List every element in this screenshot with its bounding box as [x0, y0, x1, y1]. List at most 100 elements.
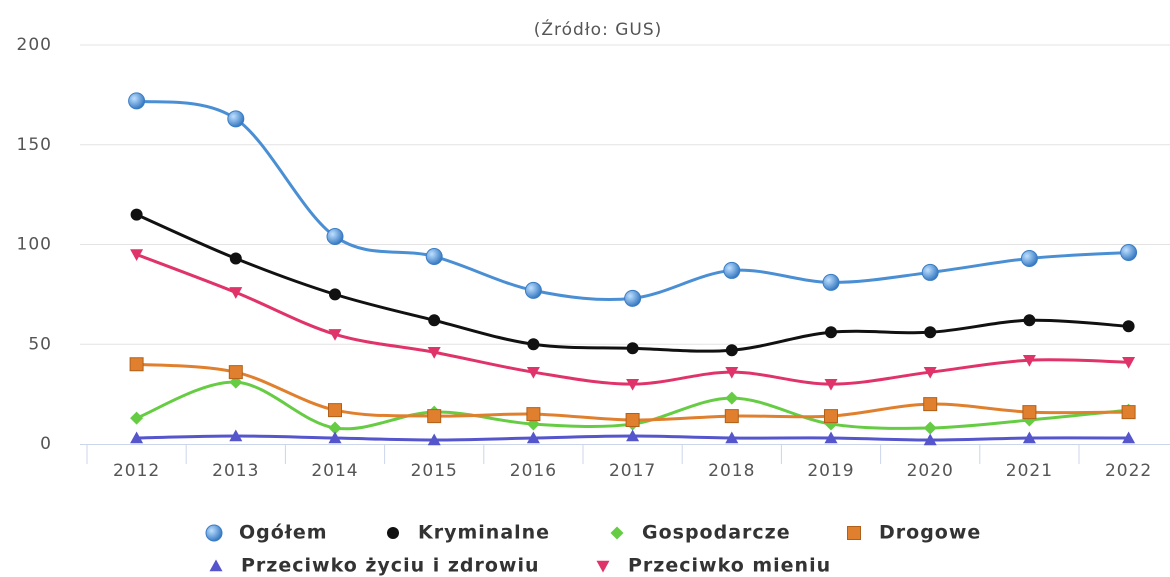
marker: [130, 249, 144, 261]
marker: [205, 524, 223, 542]
marker: [1022, 405, 1037, 420]
y-tick-label: 50: [28, 334, 52, 354]
marker: [725, 366, 739, 379]
marker: [130, 431, 144, 444]
legend-item: Kryminalne: [387, 522, 550, 544]
marker: [328, 403, 342, 418]
marker: [825, 326, 837, 339]
series-line: [136, 99, 1129, 301]
marker: [1122, 320, 1135, 333]
marker: [822, 273, 840, 291]
marker: [923, 397, 938, 412]
y-tick-label: 150: [17, 135, 52, 155]
marker: [229, 429, 243, 442]
marker: [209, 559, 223, 572]
x-tick-label: 2022: [1105, 461, 1152, 481]
legend-label: Gospodarcze: [642, 522, 791, 544]
marker: [610, 526, 624, 540]
legend-item: Przeciwko mieniu: [596, 555, 831, 577]
marker: [596, 560, 610, 573]
marker: [624, 289, 642, 307]
legend-label: Ogółem: [239, 522, 328, 544]
legend-label: Kryminalne: [418, 522, 550, 544]
x-tick-label: 2016: [510, 461, 557, 481]
marker: [824, 409, 838, 424]
marker: [725, 391, 739, 405]
marker: [626, 342, 639, 355]
marker: [1022, 355, 1036, 367]
x-tick-label: 2017: [609, 461, 656, 481]
marker: [229, 252, 242, 265]
marker: [923, 433, 937, 446]
marker: [128, 92, 146, 110]
marker: [1023, 314, 1036, 327]
marker: [425, 247, 443, 265]
marker: [923, 421, 937, 435]
marker: [1120, 243, 1138, 261]
marker: [1122, 357, 1136, 369]
marker: [924, 326, 937, 339]
marker: [923, 366, 937, 379]
marker: [626, 378, 640, 391]
marker: [847, 526, 861, 540]
x-tick-label: 2015: [411, 461, 458, 481]
marker: [921, 263, 939, 281]
y-tick-label: 100: [17, 235, 52, 255]
marker: [129, 357, 144, 372]
x-tick-label: 2014: [311, 461, 358, 481]
marker: [626, 429, 640, 442]
marker: [1020, 249, 1038, 267]
marker: [427, 347, 441, 359]
marker: [524, 281, 542, 299]
series-line: [136, 253, 1129, 386]
legend-item: Drogowe: [847, 522, 981, 544]
legend-label: Przeciwko życiu i zdrowiu: [241, 555, 540, 577]
x-tick-label: 2020: [907, 461, 954, 481]
marker: [326, 228, 344, 246]
marker: [229, 287, 243, 299]
legend-item: Przeciwko życiu i zdrowiu: [209, 555, 540, 577]
series-line: [135, 213, 1129, 353]
marker: [130, 411, 144, 425]
marker: [1022, 431, 1036, 444]
marker: [526, 431, 540, 444]
marker: [130, 208, 143, 221]
legend-item: Gospodarcze: [610, 522, 791, 544]
marker: [428, 314, 441, 327]
x-tick-label: 2021: [1006, 461, 1053, 481]
legend-label: Przeciwko mieniu: [628, 555, 831, 577]
marker: [328, 329, 342, 341]
marker: [227, 110, 245, 128]
marker: [526, 366, 540, 379]
marker: [724, 409, 739, 424]
x-tick-label: 2018: [708, 461, 755, 481]
y-tick-label: 0: [40, 434, 52, 454]
legend-label: Drogowe: [879, 522, 981, 544]
x-tick-label: 2013: [212, 461, 259, 481]
marker: [427, 433, 441, 446]
marker: [824, 378, 838, 391]
marker: [328, 421, 342, 435]
marker: [725, 344, 738, 357]
marker: [1122, 431, 1136, 444]
series-line: [136, 362, 1129, 422]
marker: [527, 338, 540, 351]
legend-item: Ogółem: [205, 522, 328, 544]
marker: [625, 413, 640, 428]
marker: [328, 431, 342, 444]
marker: [526, 407, 541, 422]
marker: [723, 261, 741, 279]
marker: [824, 431, 838, 444]
marker: [1121, 405, 1136, 420]
marker: [228, 365, 243, 380]
marker: [329, 288, 341, 301]
y-tick-label: 200: [17, 35, 52, 55]
marker: [387, 527, 399, 539]
x-tick-label: 2019: [807, 461, 854, 481]
x-tick-label: 2012: [113, 461, 160, 481]
marker: [427, 409, 442, 424]
marker: [725, 431, 739, 444]
chart-subtitle: (Źródło: GUS): [534, 18, 663, 40]
